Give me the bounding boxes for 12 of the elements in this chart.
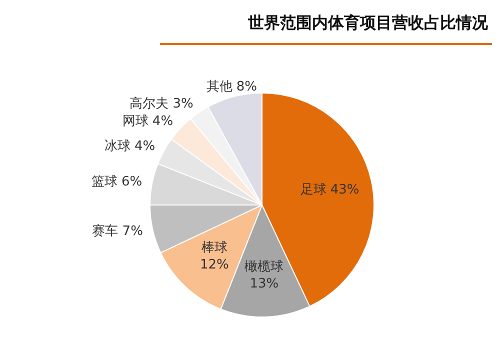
slice-label: 足球 43% [300, 182, 360, 198]
slice-label: 网球 4% [122, 114, 174, 130]
data-label: 13% [250, 276, 279, 292]
slice-label: 橄榄球 [244, 260, 284, 275]
chart-title: 世界范围内体育项目营收占比情况 [247, 13, 489, 32]
slice-label: 赛车 7% [92, 223, 143, 240]
slice-label: 冰球 4% [104, 138, 156, 154]
slice-label: 棒球 [201, 240, 228, 256]
slice-label: 其他 8% [206, 79, 258, 94]
slice-label: 篮球 6% [91, 174, 142, 190]
slice-label: 高尔夫 3% [130, 96, 194, 112]
data-label: 12% [200, 258, 229, 273]
